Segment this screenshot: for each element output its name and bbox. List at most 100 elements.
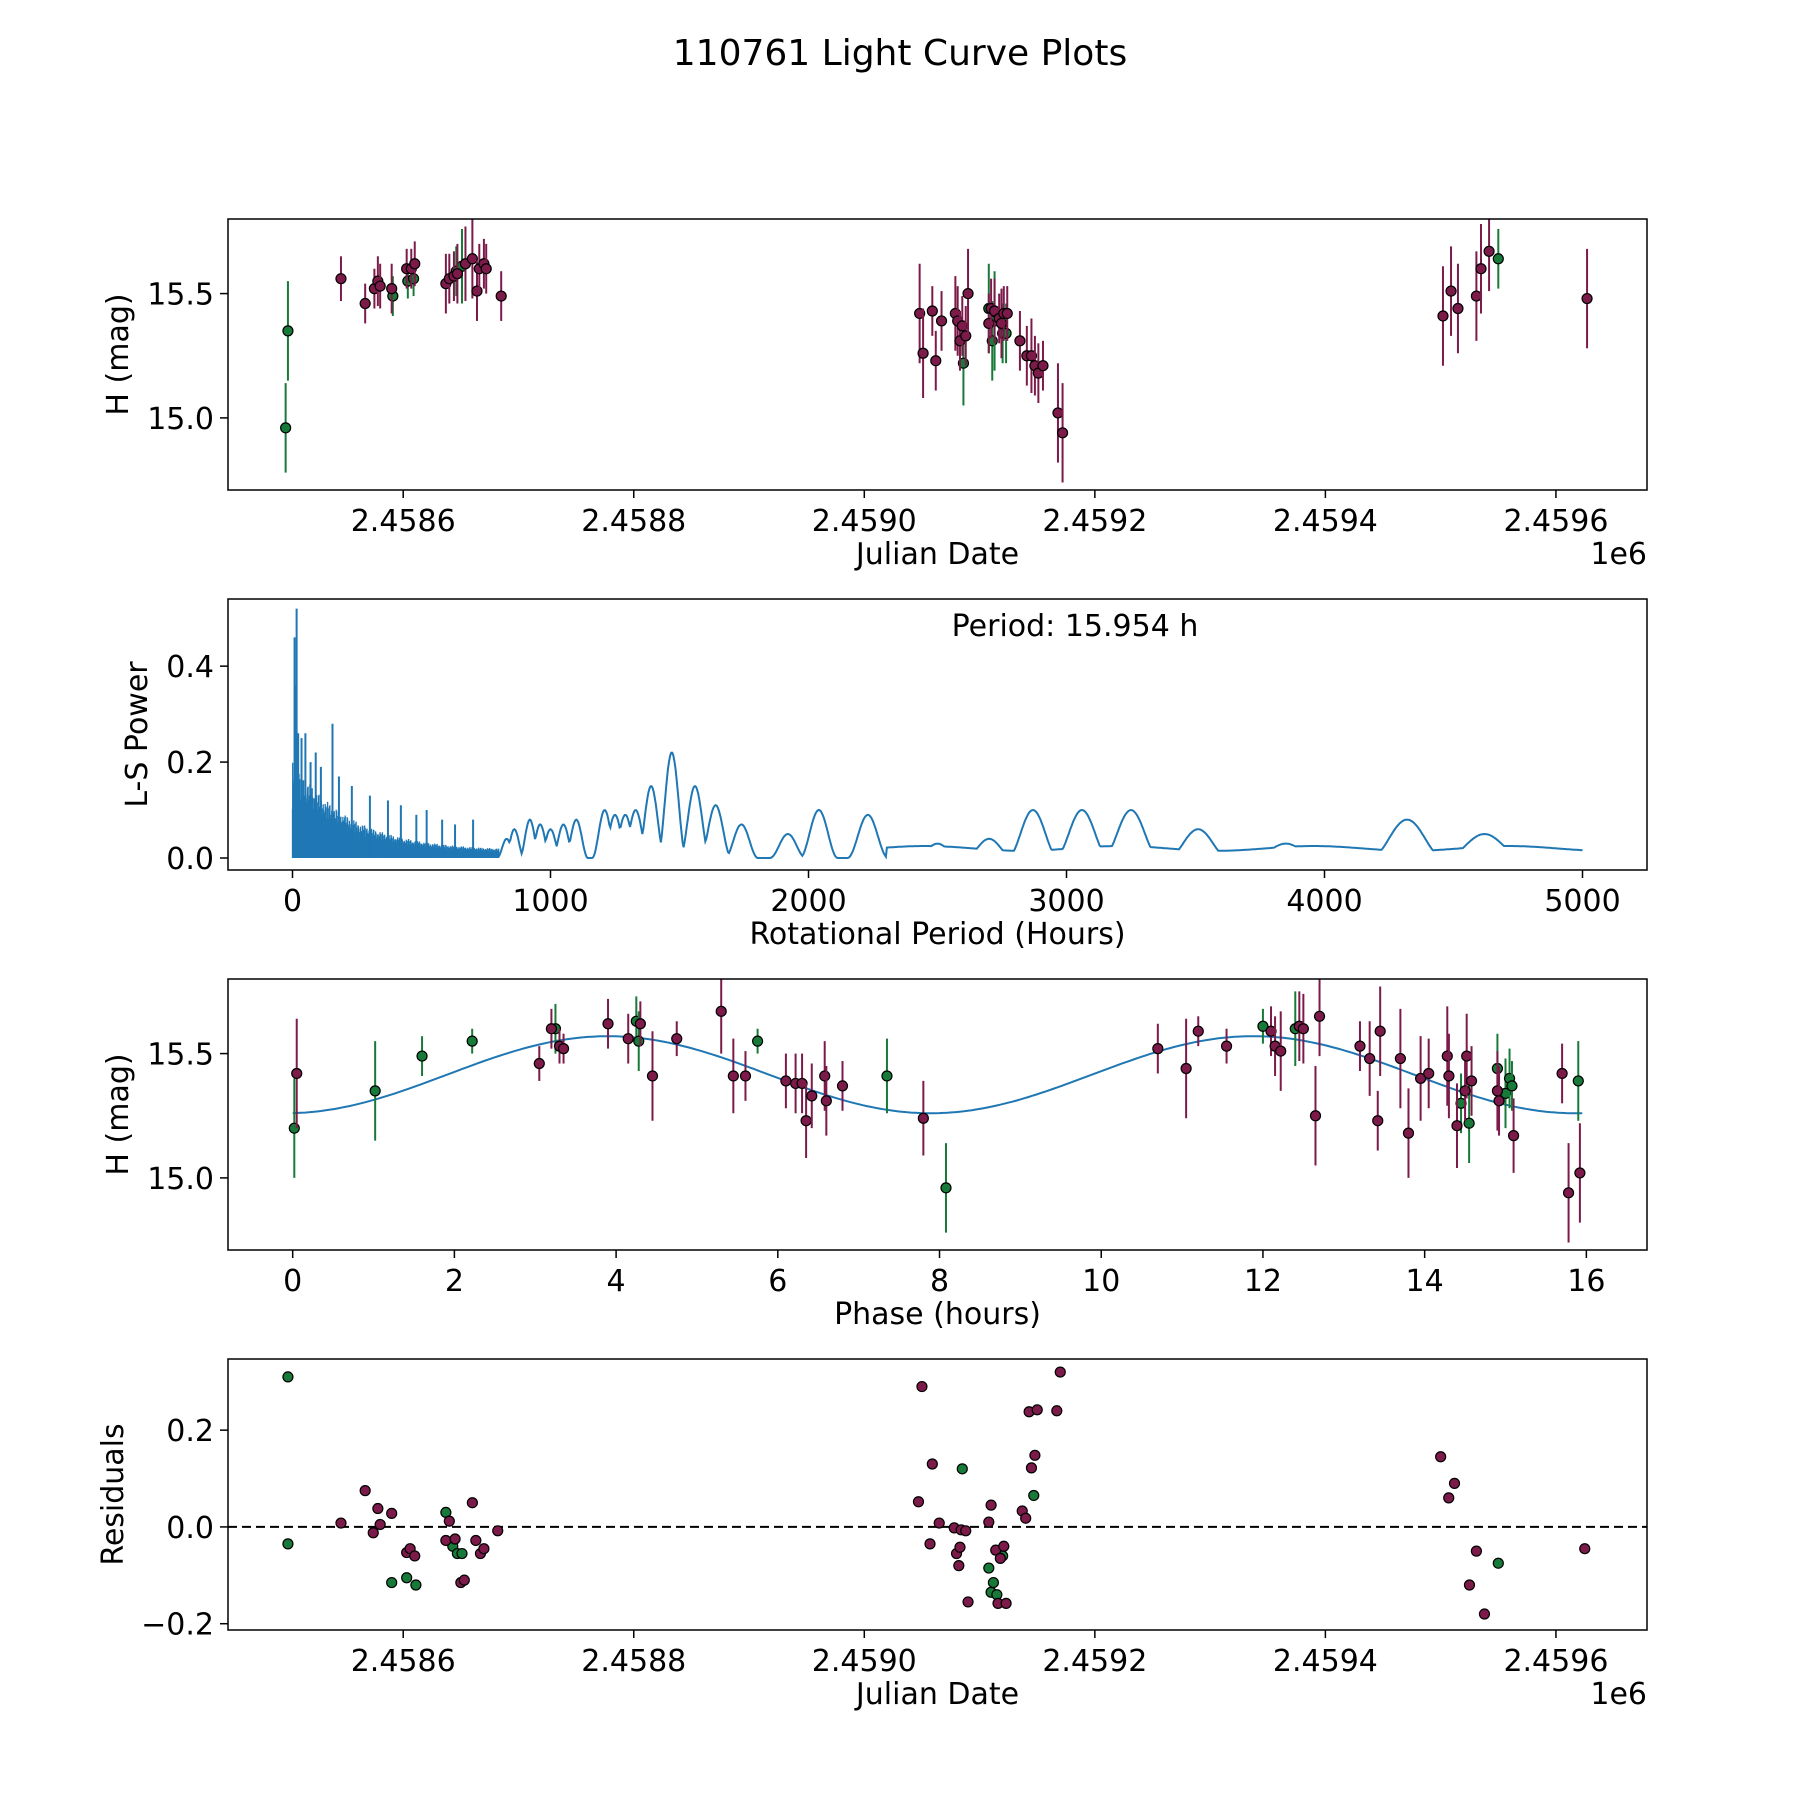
data-point-r xyxy=(960,1525,972,1537)
y-tick-label: 15.0 xyxy=(147,402,214,437)
data-point-r xyxy=(924,1538,936,1550)
residuals-x-label: Julian Date xyxy=(854,1677,1019,1712)
data-point-g xyxy=(280,422,292,434)
residuals-y-axis: −0.2 0.0 0.2 xyxy=(141,1414,228,1643)
data-point-r xyxy=(983,317,995,330)
periodogram-panel: 0 1000 2000 3000 4000 5000 0.0 0.2 0.4 Rotation… xyxy=(120,598,1648,952)
data-point-r xyxy=(602,1018,614,1030)
y-tick-label: 0.2 xyxy=(166,746,214,781)
data-point-g xyxy=(282,1371,294,1383)
x-tick-label: 2000 xyxy=(770,884,846,919)
data-point-r xyxy=(1275,1045,1287,1057)
data-point-g xyxy=(407,273,420,285)
residuals-panel: 2.4586 2.4588 2.4590 2.4592 2.4594 2.4596 −0.… xyxy=(96,1358,1648,1712)
data-point-g xyxy=(466,1035,478,1047)
y-tick-label: 0.4 xyxy=(166,650,214,685)
periodogram-y-axis: 0.0 0.2 0.4 xyxy=(166,650,228,877)
data-point-r xyxy=(1451,1120,1463,1132)
data-point-r xyxy=(1372,1115,1384,1127)
data-point-r xyxy=(495,290,507,302)
data-point-r xyxy=(1443,1492,1455,1504)
data-point-r xyxy=(983,1516,995,1528)
data-point-r xyxy=(1051,1405,1063,1417)
data-point-r xyxy=(1014,335,1026,347)
data-point-g xyxy=(633,1035,645,1047)
data-point-r xyxy=(912,1496,925,1508)
data-point-r xyxy=(926,1458,938,1470)
data-point-r xyxy=(1562,1187,1575,1199)
x-tick-label: 5000 xyxy=(1544,884,1620,919)
data-point-g xyxy=(1506,1080,1518,1092)
data-point-r xyxy=(930,355,942,367)
x-tick-label: 2.4586 xyxy=(351,504,456,539)
data-point-r xyxy=(1437,310,1449,322)
data-point-g xyxy=(401,1572,413,1584)
data-point-r xyxy=(1470,1545,1482,1557)
x-tick-label: 2.4596 xyxy=(1503,504,1608,539)
data-point-r xyxy=(466,253,478,265)
figure-title: 110761 Light Curve Plots xyxy=(673,33,1127,74)
data-point-r xyxy=(1402,1127,1415,1139)
data-point-g xyxy=(282,1538,294,1550)
x-tick-label: 4 xyxy=(607,1264,626,1299)
data-point-r xyxy=(1574,1167,1586,1179)
periodogram-plot-area xyxy=(227,598,1648,871)
data-point-r xyxy=(1579,1543,1591,1555)
data-point-r xyxy=(820,1095,832,1107)
data-point-r xyxy=(1029,1449,1041,1461)
data-point-r xyxy=(954,1541,966,1553)
data-point-r xyxy=(1020,1512,1032,1524)
data-point-r xyxy=(926,305,938,317)
data-point-r xyxy=(374,1518,386,1531)
data-point-r xyxy=(374,280,386,292)
x-tick-label: 2.4596 xyxy=(1503,1644,1608,1679)
phased-y-axis: 15.0 15.5 xyxy=(147,1038,228,1197)
phased-y-label: H (mag) xyxy=(101,1053,136,1175)
x-tick-label: 16 xyxy=(1567,1264,1605,1299)
data-point-r xyxy=(819,1070,831,1082)
data-point-r xyxy=(492,1525,504,1537)
data-point-r xyxy=(367,1527,379,1539)
data-point-r xyxy=(1056,427,1069,439)
data-point-g xyxy=(1257,1020,1269,1032)
data-point-r xyxy=(715,1005,727,1017)
data-point-r xyxy=(471,285,483,297)
axes-frame xyxy=(227,598,1648,871)
residuals-y-label: Residuals xyxy=(96,1423,131,1565)
x-tick-label: 2 xyxy=(445,1264,464,1299)
x-tick-label: 14 xyxy=(1406,1264,1444,1299)
data-point-r xyxy=(1364,1052,1376,1065)
data-point-r xyxy=(449,1533,461,1545)
data-point-g xyxy=(983,1562,995,1574)
data-point-r xyxy=(1309,1110,1322,1122)
y-tick-label: 0.2 xyxy=(166,1414,214,1449)
lightcurve-y-axis: 15.0 15.5 xyxy=(147,278,228,437)
data-point-r xyxy=(557,1043,570,1055)
residuals-x-offset-label: 1e6 xyxy=(1590,1677,1647,1712)
data-point-r xyxy=(1452,302,1464,315)
lightcurve-plot-area xyxy=(227,218,1648,491)
data-point-r xyxy=(409,258,421,270)
data-point-r xyxy=(671,1033,683,1045)
data-point-r xyxy=(440,1534,452,1547)
data-point-g xyxy=(288,1122,300,1134)
data-point-r xyxy=(916,1380,928,1393)
data-point-r xyxy=(1423,1067,1435,1080)
data-point-r xyxy=(480,263,492,275)
data-point-r xyxy=(386,283,398,295)
data-point-r xyxy=(917,1112,929,1124)
data-point-g xyxy=(881,1070,893,1082)
lightcurve-panel: 2.4586 2.4588 2.4590 2.4592 2.4594 2.4596 15.… xyxy=(101,218,1648,572)
data-point-g xyxy=(956,1463,968,1475)
lightcurve-x-offset-label: 1e6 xyxy=(1590,537,1647,572)
data-point-r xyxy=(962,287,974,300)
data-layer xyxy=(291,608,1583,860)
x-tick-label: 2.4592 xyxy=(1042,504,1147,539)
x-tick-label: 1000 xyxy=(512,884,588,919)
data-point-g xyxy=(1492,1557,1504,1569)
data-point-r xyxy=(1435,1451,1447,1463)
data-point-r xyxy=(1297,1023,1309,1035)
data-point-r xyxy=(1374,1025,1386,1037)
axes-frame xyxy=(227,1358,1648,1631)
